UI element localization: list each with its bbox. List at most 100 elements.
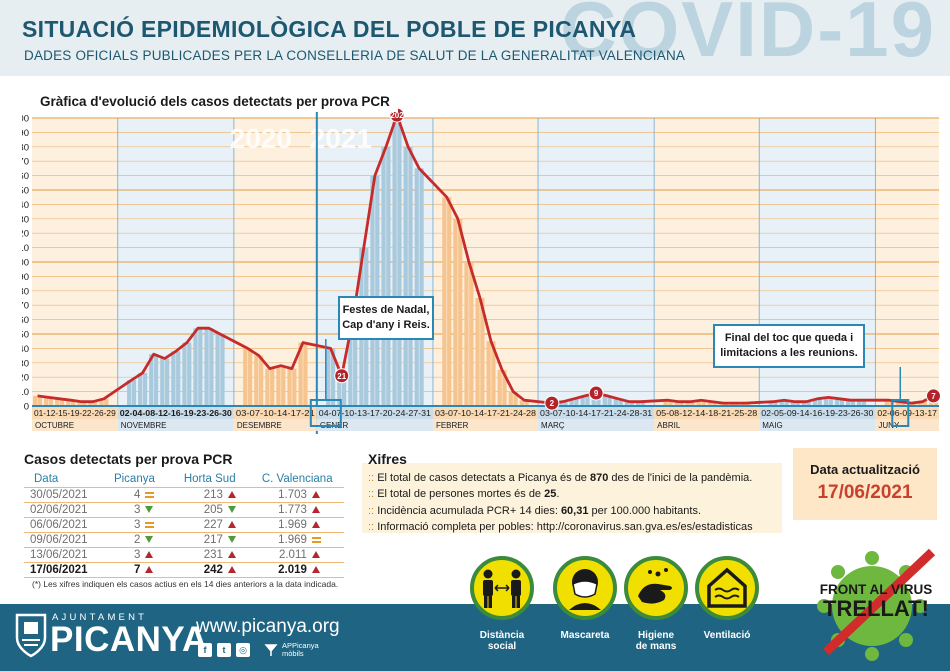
- month-label: FEBRER: [436, 421, 469, 430]
- y-tick-label: 90: [22, 272, 29, 283]
- month-name-band: [117, 419, 234, 431]
- annotation-box: [713, 324, 865, 368]
- x-tick-label: 01-12-15-19-22-26-29: [34, 408, 116, 418]
- table-row: 09/06/2021 2 217 1.969: [24, 532, 344, 548]
- picanya-cell: 4: [99, 487, 141, 503]
- arrow-down-icon: [145, 536, 154, 544]
- data-label: 21: [337, 372, 346, 381]
- x-tick-label: 03-07-10-14-17-21-24-28-31: [540, 408, 653, 418]
- y-tick-label: 110: [22, 243, 29, 254]
- measure-hygiene-line2: de mans: [635, 641, 677, 652]
- table-row: 02/06/2021 3 205 1.773: [24, 502, 344, 518]
- front-al-virus-badge: FRONT AL VIRUS TRELLAT!: [817, 548, 936, 661]
- y-tick-label: 130: [22, 214, 29, 225]
- page-subtitle: DADES OFICIALS PUBLICADES PER LA CONSELL…: [24, 48, 686, 63]
- annotation-text: Cap d'any i Reis.: [342, 319, 430, 331]
- equal-icon: [145, 491, 155, 498]
- month-name-band: [759, 419, 876, 431]
- data-label-marker: [544, 395, 560, 411]
- horta-cell: 217: [168, 532, 223, 548]
- arrow-up-icon: [311, 566, 320, 574]
- table-row: 06/06/2021 3 227 1.969: [24, 517, 344, 533]
- y-tick-label: 170: [22, 157, 29, 168]
- measure-mask-line1: Mascareta: [560, 630, 610, 641]
- x-tick-label: 02-04-08-12-16-19-23-26-30: [120, 408, 233, 418]
- measure-label-distance: Distància social: [462, 630, 542, 652]
- y-tick-label: 20: [22, 373, 29, 384]
- equal-icon: [145, 521, 155, 528]
- picanya-trend-icon-cell: [140, 562, 169, 578]
- page-title: SITUACIÓ EPIDEMIOLÒGICA DEL POBLE DE PIC…: [22, 16, 637, 42]
- y-tick-label: 100: [22, 258, 29, 269]
- x-tick-label: 04-07-10-13-17-20-24-27-31: [319, 408, 432, 418]
- y-tick-label: 150: [22, 186, 29, 197]
- y-tick-label: 10: [22, 387, 29, 398]
- cases-table: Data Picanya Horta Sud C. Valenciana 30/…: [24, 472, 344, 578]
- app-sub: mòbils: [282, 649, 304, 658]
- picanya-cell: 3: [99, 517, 141, 533]
- data-label: 9: [594, 389, 599, 398]
- arrow-up-icon: [311, 521, 320, 529]
- picanya-trend-icon-cell: [140, 532, 169, 548]
- x-tick-label: 03-07-10-14-17-21-24-28: [435, 408, 536, 418]
- website-link[interactable]: www.picanya.org: [196, 616, 340, 637]
- app-icon[interactable]: [263, 643, 279, 657]
- date-cell: 02/06/2021: [24, 502, 100, 518]
- ajuntament-label: AJUNTAMENT: [52, 612, 148, 623]
- year-label: 2020: [230, 123, 292, 154]
- month-label: MAIG: [762, 421, 782, 430]
- cases-header-row: Data Picanya Horta Sud C. Valenciana: [24, 472, 344, 488]
- instagram-icon[interactable]: ◎: [236, 643, 250, 657]
- arrow-up-icon: [311, 491, 320, 499]
- arrow-down-icon: [227, 506, 236, 514]
- data-label-marker: [334, 368, 350, 384]
- day-band: [432, 407, 539, 419]
- month-label: ABRIL: [657, 421, 681, 430]
- measure-distance-line2: social: [487, 641, 517, 652]
- day-band: [117, 407, 234, 419]
- y-tick-label: 80: [22, 286, 29, 297]
- cv-trend-icon-cell: [306, 532, 344, 548]
- month-label: MARÇ: [541, 421, 565, 430]
- day-band: [759, 407, 876, 419]
- town-shield-icon: [15, 613, 47, 658]
- header: COVID-19 SITUACIÓ EPIDEMIOLÒGICA DEL POB…: [0, 0, 950, 76]
- arrow-up-icon: [145, 551, 154, 559]
- xifres-item: :: Incidència acumulada PCR+ 14 dies: 60…: [368, 503, 753, 519]
- arrow-up-icon: [227, 551, 236, 559]
- cv-cell: 1.969: [250, 517, 307, 533]
- xifres-text: El total de persones mortes és de: [377, 488, 545, 501]
- month-label: JUNY: [878, 421, 900, 430]
- xifres-text: Informació completa per pobles: http://c…: [377, 521, 753, 534]
- annotation-text: Festes de Nadal,: [343, 304, 430, 316]
- xifres-item: :: El total de casos detectats a Picanya…: [368, 470, 753, 486]
- x-tick-label: 05-08-12-14-18-21-25-28: [656, 408, 757, 418]
- covid-watermark: COVID-19: [560, 0, 936, 73]
- xifres-bullet: ::: [368, 504, 375, 517]
- xifres-bullet: ::: [368, 521, 375, 534]
- horta-trend-icon-cell: [222, 517, 251, 533]
- date-cell: 09/06/2021: [24, 532, 100, 548]
- cv-trend-icon-cell: [306, 502, 344, 518]
- picanya-trend-icon-cell: [140, 517, 169, 533]
- equal-icon: [311, 536, 321, 543]
- twitter-icon[interactable]: t: [217, 643, 231, 657]
- cv-cell: 1.703: [250, 487, 307, 503]
- horta-trend-icon-cell: [222, 502, 251, 518]
- month-name-band: [654, 419, 760, 431]
- xifres-value: 60,31: [560, 504, 589, 517]
- month-name-band: [538, 419, 655, 431]
- data-label: 2: [550, 399, 555, 408]
- data-label-marker: [588, 385, 604, 401]
- cv-trend-icon-cell: [306, 517, 344, 533]
- x-tick-label: 03-07-10-14-17-21: [236, 408, 315, 418]
- update-label: Data actualització: [810, 462, 920, 477]
- xifres-title: Xifres: [368, 451, 407, 467]
- date-cell: 30/05/2021: [24, 487, 100, 503]
- cases-note: (*) Les xifres indiquen els casos actius…: [32, 579, 339, 589]
- facebook-icon[interactable]: f: [198, 643, 212, 657]
- footer: [0, 604, 950, 671]
- app-name: APPicanya: [282, 641, 319, 650]
- picanya-trend-icon-cell: [140, 487, 169, 503]
- picanya-cell: 3: [99, 547, 141, 563]
